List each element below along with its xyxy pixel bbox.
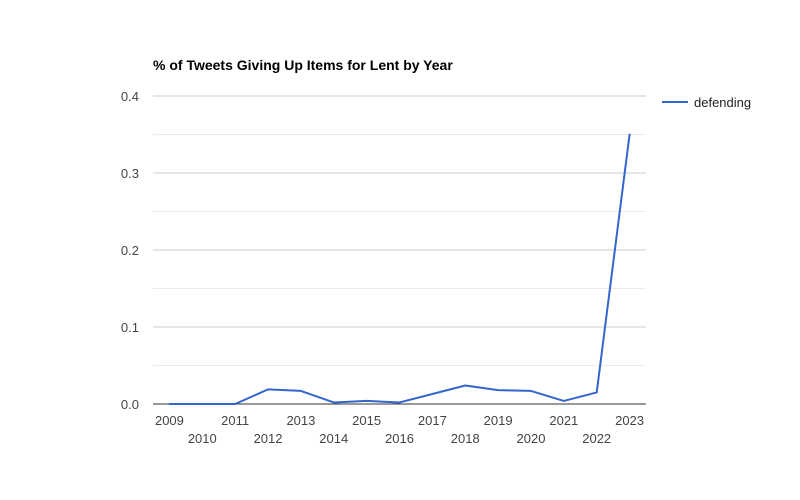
data-point <box>235 404 236 405</box>
x-tick-label: 2023 <box>615 413 644 428</box>
x-tick-label: 2021 <box>549 413 578 428</box>
x-tick-label: 2012 <box>254 431 283 446</box>
x-tick-label: 2009 <box>155 413 184 428</box>
legend: defending <box>662 95 751 110</box>
y-tick-label: 0.3 <box>121 166 139 181</box>
y-axis-ticks: 0.0 0.1 0.2 0.3 0.4 <box>121 89 139 412</box>
data-point <box>596 392 597 393</box>
x-tick-label: 2022 <box>582 431 611 446</box>
data-point <box>366 400 367 401</box>
y-tick-label: 0.1 <box>121 320 139 335</box>
series-line-defending <box>168 133 631 405</box>
x-tick-label: 2019 <box>484 413 513 428</box>
y-tick-label: 0.2 <box>121 243 139 258</box>
x-tick-label: 2013 <box>286 413 315 428</box>
data-point <box>465 385 466 386</box>
data-point <box>563 400 564 401</box>
data-point <box>629 134 630 135</box>
x-tick-label: 2014 <box>319 431 348 446</box>
data-point <box>399 402 400 403</box>
x-tick-label: 2010 <box>188 431 217 446</box>
data-point <box>169 404 170 405</box>
x-tick-label: 2016 <box>385 431 414 446</box>
data-point <box>333 402 334 403</box>
data-point <box>300 390 301 391</box>
x-tick-label: 2011 <box>221 413 249 428</box>
x-tick-label: 2015 <box>352 413 381 428</box>
chart-title: % of Tweets Giving Up Items for Lent by … <box>153 57 453 73</box>
data-point <box>432 393 433 394</box>
data-point <box>202 404 203 405</box>
x-tick-label: 2020 <box>517 431 546 446</box>
x-tick-label: 2017 <box>418 413 447 428</box>
y-tick-label: 0.4 <box>121 89 139 104</box>
y-tick-label: 0.0 <box>121 397 139 412</box>
data-point <box>498 390 499 391</box>
data-point <box>268 389 269 390</box>
legend-label: defending <box>694 95 751 110</box>
grid-lines <box>153 95 646 366</box>
series-lines <box>168 133 631 405</box>
x-tick-label: 2018 <box>451 431 480 446</box>
data-point <box>530 390 531 391</box>
